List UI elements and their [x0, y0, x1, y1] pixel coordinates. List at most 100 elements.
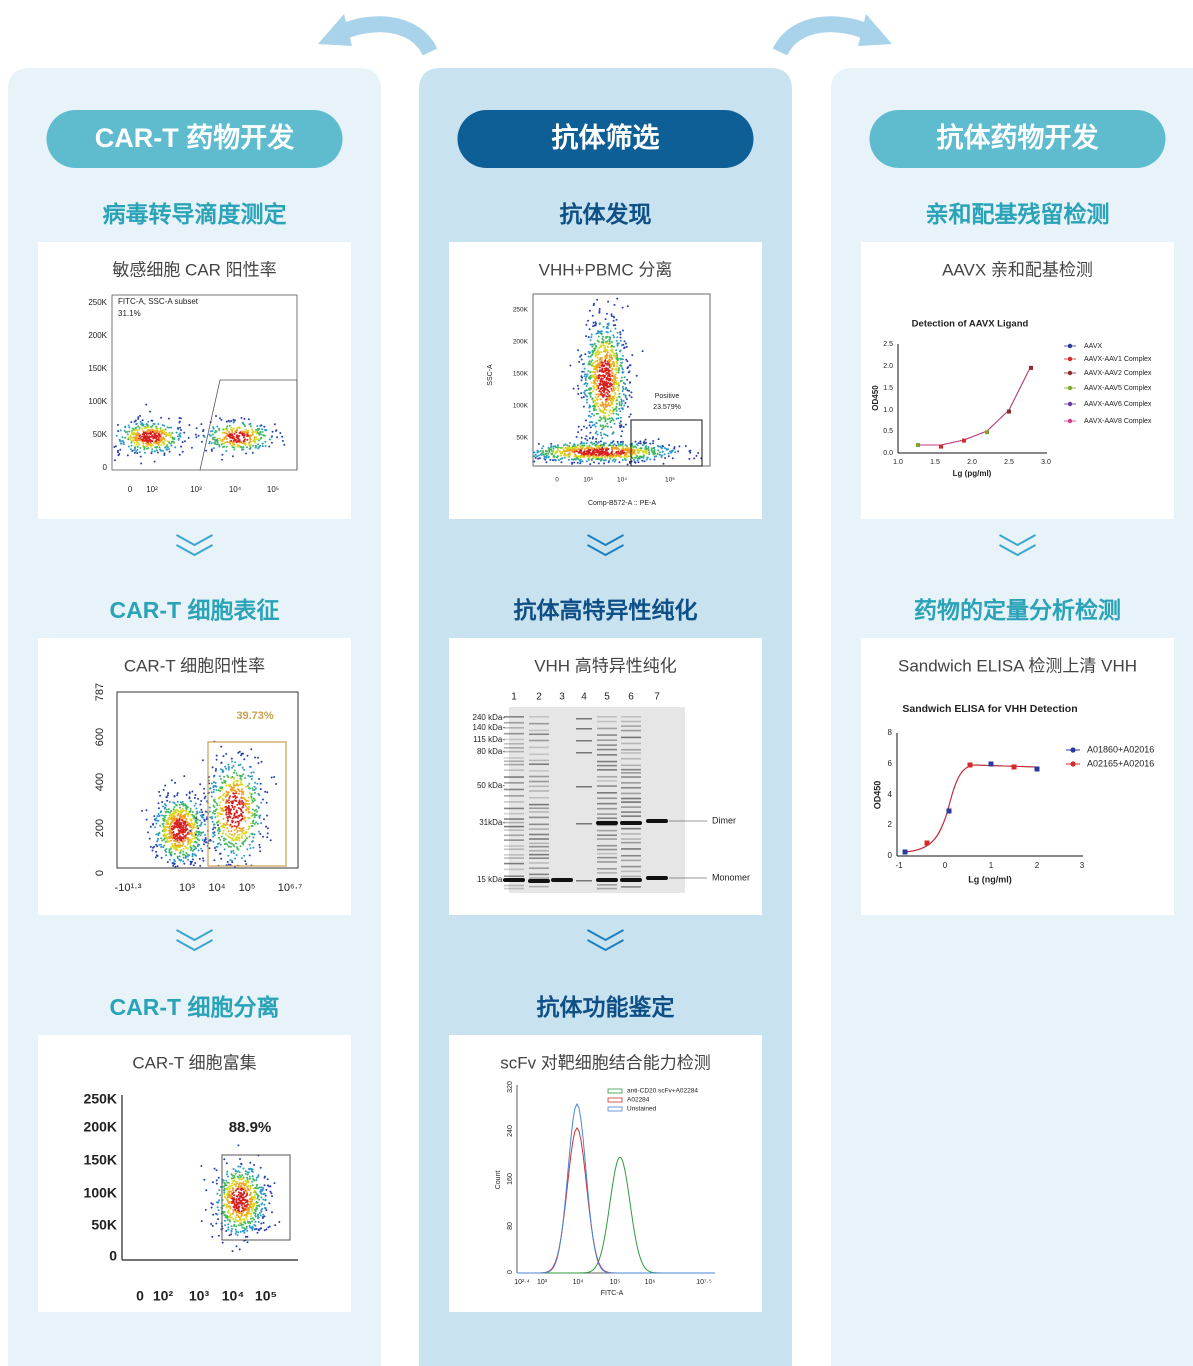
dot [201, 811, 204, 814]
dot [202, 813, 205, 816]
dot [174, 803, 177, 806]
dot [262, 1187, 265, 1190]
band [529, 716, 549, 718]
dot [227, 1223, 230, 1226]
dot [266, 791, 269, 794]
dot [224, 824, 227, 827]
dot [600, 455, 603, 458]
dot [608, 385, 611, 388]
dot [246, 1176, 249, 1179]
band [596, 878, 618, 882]
dot [203, 787, 206, 790]
dot [119, 429, 122, 432]
dot [227, 830, 230, 833]
band [597, 802, 617, 805]
card-caption: scFv 对靶细胞结合能力检测 [500, 1053, 711, 1072]
dot [209, 430, 212, 433]
dot [133, 431, 136, 434]
dot [265, 429, 267, 432]
dot [616, 399, 618, 402]
dot [263, 1215, 266, 1218]
dot [210, 1223, 213, 1225]
dot [595, 351, 597, 354]
dot [252, 444, 255, 447]
dot [127, 424, 130, 427]
dot [619, 416, 622, 419]
dot [238, 833, 241, 836]
dot [215, 1169, 218, 1172]
card-caption: CAR-T 细胞富集 [132, 1053, 256, 1072]
dot [117, 423, 119, 426]
dot [255, 1176, 258, 1179]
card-background [861, 638, 1174, 915]
dot [211, 1224, 214, 1227]
dot [620, 455, 623, 458]
dot [211, 433, 214, 436]
dot [238, 790, 241, 793]
y-tick-label: 80 [507, 1222, 514, 1230]
dot [187, 436, 190, 439]
dot [606, 350, 609, 352]
dot [156, 815, 159, 818]
dot [179, 844, 182, 847]
dot [619, 349, 622, 352]
dot [225, 1214, 228, 1217]
dot [625, 358, 628, 361]
dot [168, 801, 171, 803]
dot [208, 442, 211, 445]
dot [239, 774, 242, 777]
dot [183, 440, 186, 443]
x-tick-label: 10³ [189, 1288, 210, 1304]
dot [589, 452, 592, 455]
dot [232, 427, 235, 430]
dot [237, 1224, 240, 1227]
dot [178, 826, 181, 829]
dot [196, 845, 199, 848]
dot [172, 831, 174, 834]
dot [673, 446, 676, 449]
dot [226, 834, 229, 837]
dot [160, 810, 163, 813]
dot [559, 451, 562, 454]
y-tick-label: 8 [888, 728, 893, 737]
dot [268, 445, 271, 448]
dot [169, 852, 172, 855]
dot [624, 394, 627, 397]
dot [592, 385, 595, 387]
dot [162, 846, 165, 849]
section-title: 抗体功能鉴定 [537, 994, 675, 1020]
dot [258, 1186, 261, 1189]
dot [592, 455, 595, 457]
band [529, 867, 549, 870]
y-tick-label: 100K [513, 403, 529, 410]
dot [607, 444, 610, 447]
dot [639, 455, 642, 458]
band [597, 884, 617, 886]
dot [611, 341, 613, 343]
dot [221, 770, 224, 773]
dot [193, 837, 196, 840]
dot [622, 343, 625, 346]
dot [593, 375, 595, 378]
dot [190, 800, 193, 803]
dot [265, 1209, 268, 1212]
dot [242, 1218, 245, 1221]
dot [218, 427, 220, 430]
dot [255, 1227, 258, 1230]
dot [614, 391, 617, 394]
dot [571, 461, 573, 464]
dot [246, 1185, 249, 1188]
dot [246, 438, 249, 441]
dot [595, 430, 598, 433]
dot [611, 385, 614, 388]
dot [244, 1182, 247, 1185]
dot [166, 841, 169, 843]
dot [181, 819, 183, 821]
dot [257, 1175, 260, 1178]
dot [606, 434, 609, 437]
dot [600, 361, 603, 364]
dot [257, 1228, 260, 1231]
dot [592, 387, 595, 390]
dot [235, 772, 238, 775]
